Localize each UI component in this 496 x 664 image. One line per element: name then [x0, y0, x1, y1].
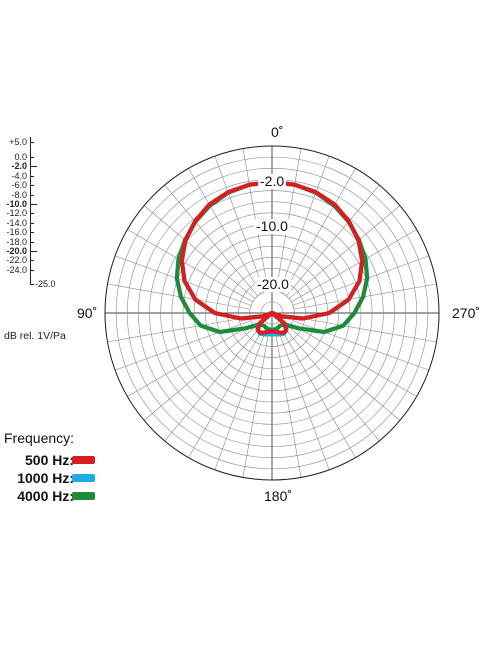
grid-spoke: [127, 229, 253, 303]
legend-swatch: [72, 492, 95, 500]
grid-spoke: [279, 155, 330, 293]
angle-label-0: 0˚: [271, 124, 284, 140]
angle-label-270: 270˚: [452, 305, 481, 321]
grid-spoke: [293, 316, 437, 343]
scale-tick-label: -18.0: [6, 236, 27, 247]
scale-tick-label: -16.0: [6, 227, 27, 238]
db-scale-min-label: -25.0: [35, 278, 56, 289]
scale-tick-mark: [30, 283, 34, 285]
grid-outer-ring: [104, 145, 440, 481]
legend-item-1000hz: 1000 Hz:: [4, 470, 95, 488]
grid-spoke: [164, 184, 258, 297]
scale-tick-label: -4.0: [11, 170, 27, 181]
scale-tick-label: -10.0: [6, 199, 27, 209]
scale-tick-label: -8.0: [11, 189, 27, 200]
grid-ring: [149, 190, 395, 436]
scale-tick-label: -20.0: [6, 246, 27, 256]
db-scale: +5.0 0.0 -2.0 -4.0 -6.0 -8.0 -10.0 -12.0 -14.0 -1…: [0, 130, 80, 345]
grid-spoke: [291, 323, 417, 397]
scale-tick-mark: [30, 175, 34, 177]
legend-swatch: [72, 474, 95, 482]
grid-spoke: [214, 155, 265, 293]
legend-swatch: [72, 456, 95, 464]
legend-label: 1000 Hz:: [17, 470, 75, 486]
grid-ring: [204, 245, 340, 381]
legend-label: 4000 Hz:: [17, 488, 75, 504]
grid-spoke: [127, 323, 253, 397]
grid-spoke: [143, 327, 256, 421]
grid-spoke: [164, 329, 258, 442]
grid-spoke: [291, 229, 417, 303]
ring-label-minus-2: -2.0: [258, 173, 287, 189]
scale-tick-label: -6.0: [11, 180, 27, 191]
grid-spoke: [214, 333, 265, 471]
grid-ring: [115, 156, 429, 470]
angle-label-180: 180˚: [264, 488, 293, 504]
scale-tick-mark: [30, 185, 34, 187]
legend: Frequency: 500 Hz: 1000 Hz: 4000 Hz:: [4, 430, 95, 506]
scale-tick-mark: [30, 204, 37, 205]
scale-tick-mark: [30, 166, 37, 168]
scale-tick-mark: [30, 251, 37, 252]
grid-spoke: [288, 205, 401, 299]
scale-tick-mark: [30, 142, 34, 143]
grid-ring: [193, 234, 351, 392]
grid-spoke: [242, 334, 269, 478]
grid-ring: [171, 212, 373, 414]
grid-spoke: [288, 327, 401, 421]
grid-spoke: [286, 184, 380, 297]
legend-item-4000hz: 4000 Hz:: [4, 488, 95, 506]
scale-tick-mark: [30, 222, 34, 224]
angle-label-90: 90˚: [77, 305, 98, 321]
grid-spoke: [275, 334, 302, 478]
grid-spoke: [286, 329, 380, 442]
ring-label-minus-10: -10.0: [254, 218, 290, 234]
db-scale-axis: [30, 137, 31, 284]
scale-tick-mark: [30, 260, 34, 262]
scale-tick-mark: [30, 157, 34, 158]
polar-curve-series-2: [179, 180, 365, 335]
scale-tick-mark: [30, 213, 34, 215]
scale-tick-label: -12.0: [6, 208, 27, 219]
scale-tick-mark: [30, 269, 34, 271]
grid-ring: [126, 167, 418, 459]
scale-tick-mark: [30, 232, 34, 234]
grid-spoke: [107, 316, 251, 343]
scale-tick-label: -24.0: [6, 264, 27, 275]
grid-ring: [260, 301, 284, 325]
grid-spoke: [188, 332, 262, 458]
legend-item-500hz: 500 Hz:: [4, 452, 95, 470]
grid-ring: [160, 201, 384, 425]
grid-spoke: [282, 332, 356, 458]
legend-label: 500 Hz:: [25, 452, 75, 468]
scale-tick-label: +5.0: [9, 137, 27, 147]
grid-spoke: [279, 333, 330, 471]
polar-curves: [174, 180, 370, 337]
scale-tick-mark: [30, 241, 34, 243]
ring-label-minus-20: -20.0: [255, 276, 291, 292]
scale-tick-mark: [30, 194, 34, 196]
scale-tick-label: 0.0: [14, 152, 27, 162]
grid-spoke: [282, 168, 356, 294]
unit-label: dB rel. 1V/Pa: [4, 330, 66, 342]
scale-tick-label: -2.0: [11, 161, 27, 172]
scale-tick-label: -22.0: [6, 255, 27, 266]
legend-title: Frequency:: [4, 430, 75, 446]
grid-spoke: [188, 168, 262, 294]
scale-tick-label: -14.0: [6, 217, 27, 228]
grid-spoke: [143, 205, 256, 299]
grid-ring: [227, 268, 317, 358]
